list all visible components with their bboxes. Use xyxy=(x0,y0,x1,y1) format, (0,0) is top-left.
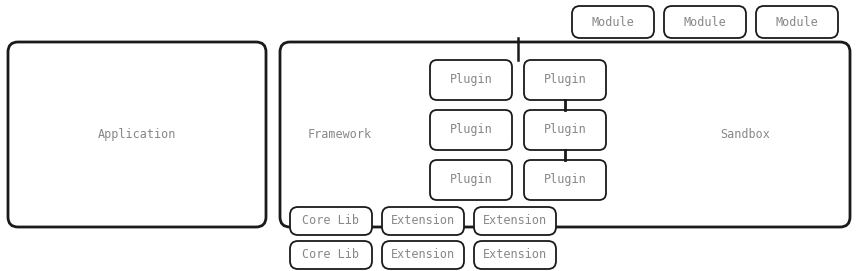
Text: Plugin: Plugin xyxy=(450,173,492,186)
Text: Core Lib: Core Lib xyxy=(303,215,360,227)
FancyBboxPatch shape xyxy=(474,241,556,269)
Text: Plugin: Plugin xyxy=(543,73,586,86)
FancyBboxPatch shape xyxy=(430,110,512,150)
FancyBboxPatch shape xyxy=(382,241,464,269)
FancyBboxPatch shape xyxy=(382,207,464,235)
FancyBboxPatch shape xyxy=(474,207,556,235)
FancyBboxPatch shape xyxy=(8,42,266,227)
Text: Plugin: Plugin xyxy=(543,124,586,137)
Text: Extension: Extension xyxy=(483,249,547,262)
Text: Extension: Extension xyxy=(483,215,547,227)
FancyBboxPatch shape xyxy=(430,60,512,100)
FancyBboxPatch shape xyxy=(290,207,372,235)
FancyBboxPatch shape xyxy=(290,241,372,269)
Text: Application: Application xyxy=(98,128,176,141)
Text: Framework: Framework xyxy=(308,128,372,141)
Text: Sandbox: Sandbox xyxy=(720,128,770,141)
FancyBboxPatch shape xyxy=(524,60,606,100)
Text: Extension: Extension xyxy=(391,215,455,227)
Text: Core Lib: Core Lib xyxy=(303,249,360,262)
Text: Module: Module xyxy=(592,15,634,28)
Text: Module: Module xyxy=(776,15,818,28)
Text: Plugin: Plugin xyxy=(450,124,492,137)
FancyBboxPatch shape xyxy=(664,6,746,38)
FancyBboxPatch shape xyxy=(280,42,850,227)
Text: Plugin: Plugin xyxy=(450,73,492,86)
FancyBboxPatch shape xyxy=(756,6,838,38)
FancyBboxPatch shape xyxy=(524,160,606,200)
FancyBboxPatch shape xyxy=(430,160,512,200)
Text: Extension: Extension xyxy=(391,249,455,262)
Text: Module: Module xyxy=(683,15,727,28)
FancyBboxPatch shape xyxy=(572,6,654,38)
FancyBboxPatch shape xyxy=(524,110,606,150)
Text: Plugin: Plugin xyxy=(543,173,586,186)
